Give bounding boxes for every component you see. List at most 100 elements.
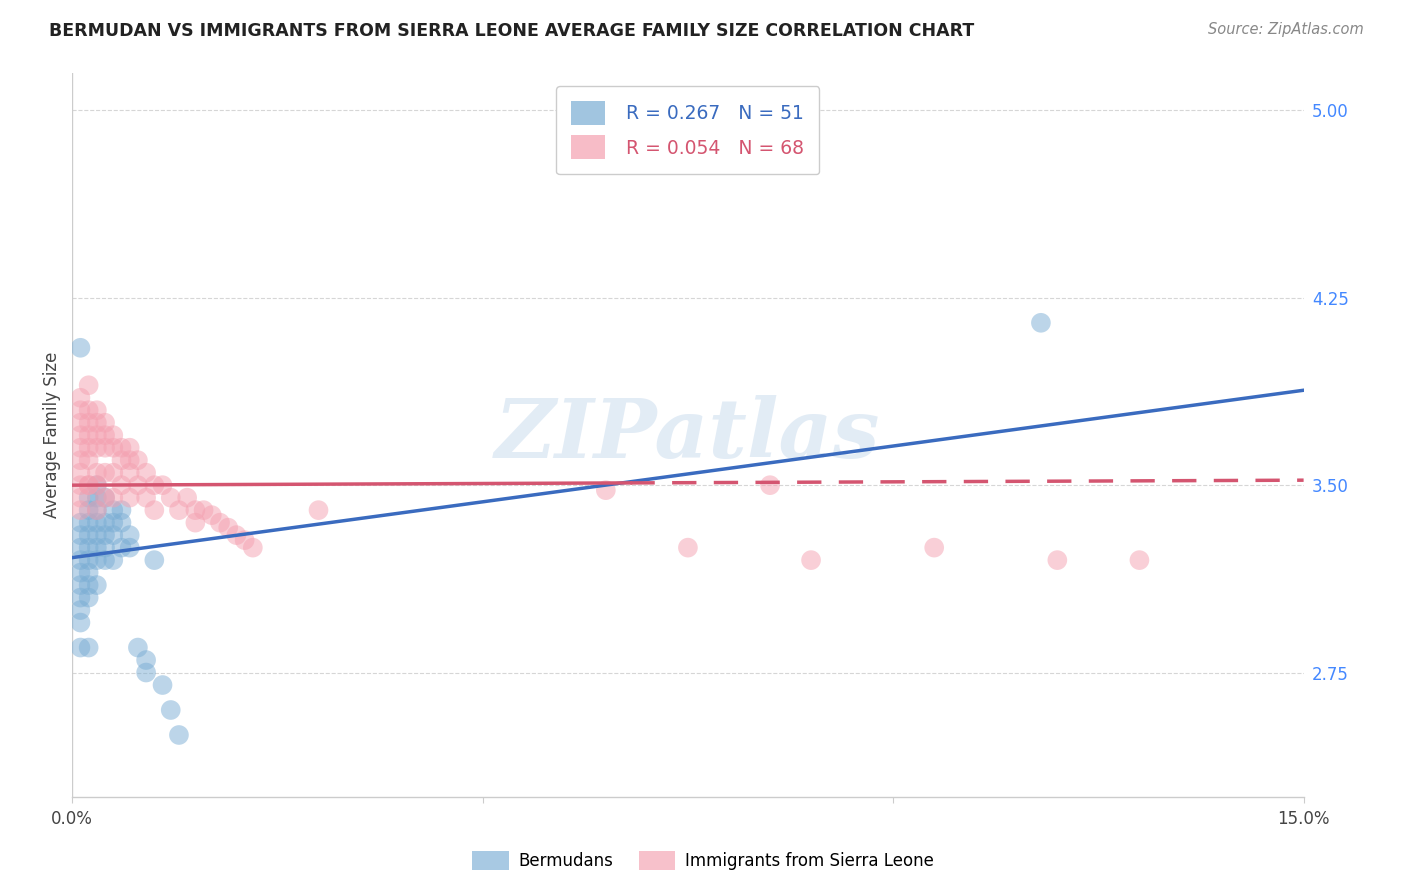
Point [69, 503, 91, 517]
Point [184, 503, 207, 517]
Point [69, 341, 91, 355]
Point [135, 653, 157, 667]
Point [69, 391, 91, 405]
Point [94, 491, 117, 505]
Point [242, 541, 264, 555]
Point [176, 491, 198, 505]
Point [103, 503, 125, 517]
Point [69, 441, 91, 455]
Point [86, 553, 108, 567]
Point [86, 403, 108, 417]
Point [118, 453, 141, 467]
Point [86, 491, 108, 505]
Point [69, 615, 91, 630]
Point [135, 491, 157, 505]
Point [69, 466, 91, 480]
Point [208, 516, 231, 530]
Point [759, 478, 782, 492]
Point [110, 478, 132, 492]
Point [94, 428, 117, 442]
Point [86, 428, 108, 442]
Point [922, 541, 945, 555]
Point [77, 528, 100, 542]
Point [77, 640, 100, 655]
Point [135, 665, 157, 680]
Point [103, 491, 125, 505]
Point [201, 508, 224, 523]
Point [118, 528, 141, 542]
Point [127, 640, 149, 655]
Point [167, 728, 190, 742]
Point [77, 503, 100, 517]
Point [69, 491, 91, 505]
Point [676, 541, 699, 555]
Point [77, 453, 100, 467]
Y-axis label: Average Family Size: Average Family Size [44, 352, 60, 518]
Point [69, 528, 91, 542]
Point [86, 503, 108, 517]
Point [110, 541, 132, 555]
Legend:   R = 0.267   N = 51,   R = 0.054   N = 68: R = 0.267 N = 51, R = 0.054 N = 68 [557, 86, 820, 175]
Point [86, 528, 108, 542]
Point [69, 553, 91, 567]
Point [143, 478, 166, 492]
Point [110, 503, 132, 517]
Point [94, 466, 117, 480]
Text: Source: ZipAtlas.com: Source: ZipAtlas.com [1208, 22, 1364, 37]
Point [94, 491, 117, 505]
Point [77, 416, 100, 430]
Point [86, 478, 108, 492]
Point [110, 516, 132, 530]
Point [225, 528, 247, 542]
Point [118, 491, 141, 505]
Legend: Bermudans, Immigrants from Sierra Leone: Bermudans, Immigrants from Sierra Leone [465, 844, 941, 877]
Point [77, 516, 100, 530]
Point [135, 466, 157, 480]
Text: ZIPatlas: ZIPatlas [495, 395, 880, 475]
Point [69, 578, 91, 592]
Point [110, 453, 132, 467]
Point [86, 478, 108, 492]
Point [159, 491, 181, 505]
Point [1046, 553, 1069, 567]
Point [69, 428, 91, 442]
Point [143, 503, 166, 517]
Point [69, 603, 91, 617]
Point [184, 516, 207, 530]
Point [308, 503, 330, 517]
Point [86, 441, 108, 455]
Point [69, 453, 91, 467]
Point [217, 521, 239, 535]
Point [77, 441, 100, 455]
Point [103, 441, 125, 455]
Point [77, 591, 100, 605]
Point [118, 541, 141, 555]
Point [103, 516, 125, 530]
Point [86, 503, 108, 517]
Point [233, 533, 256, 548]
Point [69, 640, 91, 655]
Point [77, 478, 100, 492]
Point [69, 403, 91, 417]
Point [77, 541, 100, 555]
Point [69, 566, 91, 580]
Point [94, 528, 117, 542]
Point [193, 503, 215, 517]
Point [94, 541, 117, 555]
Point [103, 466, 125, 480]
Point [127, 453, 149, 467]
Point [86, 466, 108, 480]
Point [94, 516, 117, 530]
Point [77, 403, 100, 417]
Point [152, 478, 174, 492]
Point [159, 703, 181, 717]
Point [77, 428, 100, 442]
Point [94, 416, 117, 430]
Point [77, 491, 100, 505]
Point [77, 566, 100, 580]
Point [86, 416, 108, 430]
Point [127, 478, 149, 492]
Point [103, 553, 125, 567]
Point [69, 516, 91, 530]
Point [152, 678, 174, 692]
